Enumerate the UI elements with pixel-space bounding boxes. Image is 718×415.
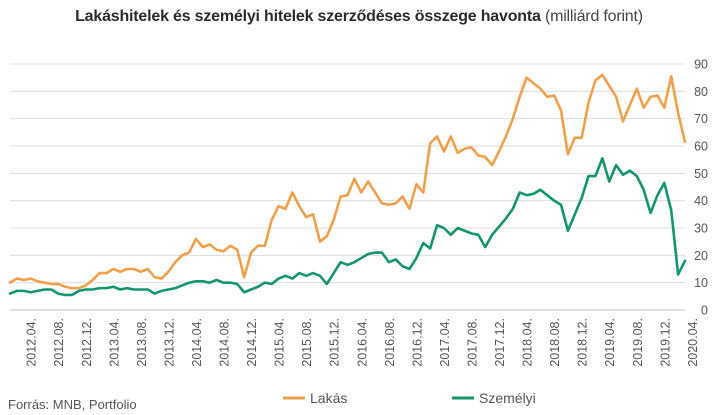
x-tick-label: 2014.08. <box>218 318 232 367</box>
x-tick-label: 2016.04. <box>355 318 369 367</box>
x-tick-label: 2018.04. <box>521 318 535 367</box>
x-tick-label: 2015.12. <box>328 318 342 367</box>
y-tick-label: 90 <box>694 58 708 72</box>
legend-label: Személyi <box>479 390 536 406</box>
x-tick-label: 2018.08. <box>548 318 562 367</box>
x-tick-label: 2017.08. <box>465 318 479 367</box>
y-tick-label: 50 <box>694 167 708 181</box>
x-tick-label: 2017.04. <box>438 318 452 367</box>
y-tick-label: 80 <box>694 85 708 99</box>
x-tick-label: 2020.04. <box>686 318 700 367</box>
x-tick-label: 2016.08. <box>383 318 397 367</box>
x-tick-label: 2019.12. <box>658 318 672 367</box>
chart-title-main: Lakáshitelek és személyi hitelek szerződ… <box>75 8 541 25</box>
x-tick-label: 2014.12. <box>245 318 259 367</box>
y-tick-label: 10 <box>694 276 708 290</box>
x-tick-label: 2017.12. <box>493 318 507 367</box>
source-note: Forrás: MNB, Portfolio <box>8 397 137 412</box>
y-tick-label: 20 <box>694 249 708 263</box>
series-line-lakás <box>8 73 687 290</box>
chart-title-unit: (milliárd forint) <box>544 8 643 25</box>
y-tick-label: 30 <box>694 222 708 236</box>
x-tick-label: 2016.12. <box>410 318 424 367</box>
x-axis-ticks: 2012.04. 2012.08. 2012.12. 2013.04. 2013.08.… <box>25 318 700 367</box>
x-tick-label: 2012.08. <box>52 318 66 367</box>
x-tick-label: 2014.04. <box>190 318 204 367</box>
x-tick-label: 2015.04. <box>273 318 287 367</box>
x-tick-label: 2013.04. <box>107 318 121 367</box>
x-tick-label: 2012.12. <box>80 318 94 367</box>
y-tick-label: 70 <box>694 112 708 126</box>
x-tick-label: 2013.08. <box>135 318 149 367</box>
x-tick-label: 2013.12. <box>162 318 176 367</box>
legend-label: Lakás <box>310 390 347 406</box>
chart-title: Lakáshitelek és személyi hitelek szerződ… <box>0 8 718 26</box>
series-line-személyi <box>8 157 687 297</box>
legend: Lakás Személyi <box>283 390 536 406</box>
series-lines <box>8 73 687 297</box>
y-axis-ticks: 0 10 20 30 40 50 60 70 80 90 <box>694 58 708 318</box>
y-tick-label: 0 <box>701 304 708 318</box>
y-tick-label: 60 <box>694 140 708 154</box>
x-tick-label: 2015.08. <box>300 318 314 367</box>
x-tick-label: 2018.12. <box>576 318 590 367</box>
x-tick-label: 2019.08. <box>631 318 645 367</box>
x-tick-label: 2019.04. <box>603 318 617 367</box>
gridlines <box>10 63 685 311</box>
x-tick-label: 2012.04. <box>25 318 39 367</box>
y-tick-label: 40 <box>694 194 708 208</box>
